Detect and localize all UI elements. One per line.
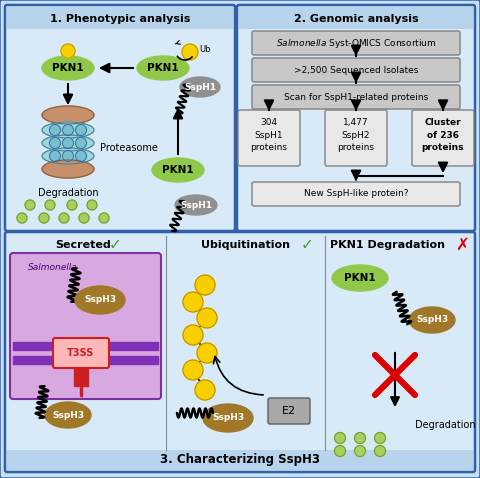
Circle shape bbox=[39, 213, 49, 223]
Circle shape bbox=[197, 308, 217, 328]
Text: proteins: proteins bbox=[251, 143, 288, 152]
Text: Ub: Ub bbox=[199, 44, 211, 54]
Circle shape bbox=[17, 213, 27, 223]
Ellipse shape bbox=[42, 160, 94, 178]
Circle shape bbox=[335, 445, 346, 456]
Text: SspH1: SspH1 bbox=[184, 83, 216, 91]
Circle shape bbox=[67, 200, 77, 210]
FancyBboxPatch shape bbox=[237, 5, 475, 231]
Ellipse shape bbox=[45, 402, 91, 428]
Bar bbox=[74, 364, 88, 386]
Text: PKN1: PKN1 bbox=[52, 63, 84, 73]
Ellipse shape bbox=[42, 106, 94, 124]
Text: of 236: of 236 bbox=[427, 130, 459, 140]
Text: PKN1: PKN1 bbox=[344, 273, 376, 283]
FancyBboxPatch shape bbox=[238, 110, 300, 166]
Circle shape bbox=[45, 200, 55, 210]
FancyBboxPatch shape bbox=[252, 31, 460, 55]
Text: Scan for SspH1-related proteins: Scan for SspH1-related proteins bbox=[284, 93, 428, 101]
Bar bbox=[80, 386, 82, 396]
FancyBboxPatch shape bbox=[252, 58, 460, 82]
Circle shape bbox=[61, 44, 75, 58]
Bar bbox=[13, 356, 158, 364]
Circle shape bbox=[49, 124, 60, 135]
Circle shape bbox=[335, 433, 346, 444]
Text: PKN1: PKN1 bbox=[147, 63, 179, 73]
Text: Degradation: Degradation bbox=[38, 188, 98, 198]
Text: 304: 304 bbox=[261, 118, 277, 127]
Ellipse shape bbox=[42, 135, 94, 151]
Text: ✓: ✓ bbox=[108, 238, 121, 252]
Text: Proteasome: Proteasome bbox=[100, 143, 158, 153]
Text: Ubiquitination: Ubiquitination bbox=[201, 240, 289, 250]
Text: SspH3: SspH3 bbox=[52, 411, 84, 420]
Circle shape bbox=[49, 151, 60, 162]
FancyBboxPatch shape bbox=[7, 450, 473, 470]
Text: SspH1: SspH1 bbox=[180, 200, 212, 209]
Text: proteins: proteins bbox=[422, 143, 464, 152]
FancyBboxPatch shape bbox=[5, 5, 235, 231]
Text: 1,477: 1,477 bbox=[343, 118, 369, 127]
Circle shape bbox=[182, 44, 198, 60]
FancyBboxPatch shape bbox=[53, 338, 109, 368]
FancyBboxPatch shape bbox=[10, 253, 161, 399]
Text: 3. Characterizing SspH3: 3. Characterizing SspH3 bbox=[160, 454, 320, 467]
Circle shape bbox=[79, 213, 89, 223]
Circle shape bbox=[183, 292, 203, 312]
Text: 1. Phenotypic analysis: 1. Phenotypic analysis bbox=[50, 14, 190, 24]
Circle shape bbox=[49, 138, 60, 149]
Ellipse shape bbox=[137, 56, 189, 80]
Circle shape bbox=[183, 360, 203, 380]
Circle shape bbox=[62, 138, 73, 149]
FancyBboxPatch shape bbox=[325, 110, 387, 166]
Text: proteins: proteins bbox=[337, 143, 374, 152]
Circle shape bbox=[75, 151, 86, 162]
Ellipse shape bbox=[42, 122, 94, 138]
Ellipse shape bbox=[42, 148, 94, 164]
Text: SspH3: SspH3 bbox=[84, 295, 116, 304]
Ellipse shape bbox=[152, 158, 204, 182]
FancyBboxPatch shape bbox=[252, 182, 460, 206]
Text: SspH2: SspH2 bbox=[342, 130, 370, 140]
Ellipse shape bbox=[180, 77, 220, 97]
Circle shape bbox=[183, 325, 203, 345]
Text: >2,500 Sequenced Isolates: >2,500 Sequenced Isolates bbox=[294, 65, 418, 75]
Text: Secreted: Secreted bbox=[55, 240, 111, 250]
FancyBboxPatch shape bbox=[239, 7, 473, 29]
Ellipse shape bbox=[332, 265, 388, 291]
Ellipse shape bbox=[409, 307, 455, 333]
FancyBboxPatch shape bbox=[252, 85, 460, 109]
Circle shape bbox=[355, 445, 365, 456]
Text: PKN1: PKN1 bbox=[162, 165, 194, 175]
Text: $\it{Salmonella}$ Syst-OMICS Consortium: $\it{Salmonella}$ Syst-OMICS Consortium bbox=[276, 36, 436, 50]
Text: 2. Genomic analysis: 2. Genomic analysis bbox=[294, 14, 418, 24]
Circle shape bbox=[195, 275, 215, 295]
Circle shape bbox=[59, 213, 69, 223]
Ellipse shape bbox=[175, 195, 217, 215]
Text: Cluster: Cluster bbox=[425, 118, 461, 127]
Circle shape bbox=[374, 433, 385, 444]
Circle shape bbox=[99, 213, 109, 223]
Text: PKN1 Degradation: PKN1 Degradation bbox=[331, 240, 445, 250]
Text: T3SS: T3SS bbox=[67, 348, 95, 358]
FancyBboxPatch shape bbox=[412, 110, 474, 166]
Text: SspH1: SspH1 bbox=[255, 130, 283, 140]
Ellipse shape bbox=[203, 404, 253, 432]
Text: ✗: ✗ bbox=[455, 236, 469, 254]
FancyBboxPatch shape bbox=[5, 232, 475, 472]
Text: Salmonella: Salmonella bbox=[28, 262, 78, 272]
Circle shape bbox=[374, 445, 385, 456]
Circle shape bbox=[62, 124, 73, 135]
Circle shape bbox=[355, 433, 365, 444]
Ellipse shape bbox=[75, 286, 125, 314]
Circle shape bbox=[75, 124, 86, 135]
FancyBboxPatch shape bbox=[7, 7, 233, 29]
Circle shape bbox=[87, 200, 97, 210]
Text: Degradation: Degradation bbox=[415, 420, 475, 430]
Text: E2: E2 bbox=[282, 406, 296, 416]
Text: New SspH-like protein?: New SspH-like protein? bbox=[304, 189, 408, 198]
Ellipse shape bbox=[42, 56, 94, 80]
Text: SspH3: SspH3 bbox=[212, 413, 244, 423]
Text: SspH3: SspH3 bbox=[416, 315, 448, 325]
